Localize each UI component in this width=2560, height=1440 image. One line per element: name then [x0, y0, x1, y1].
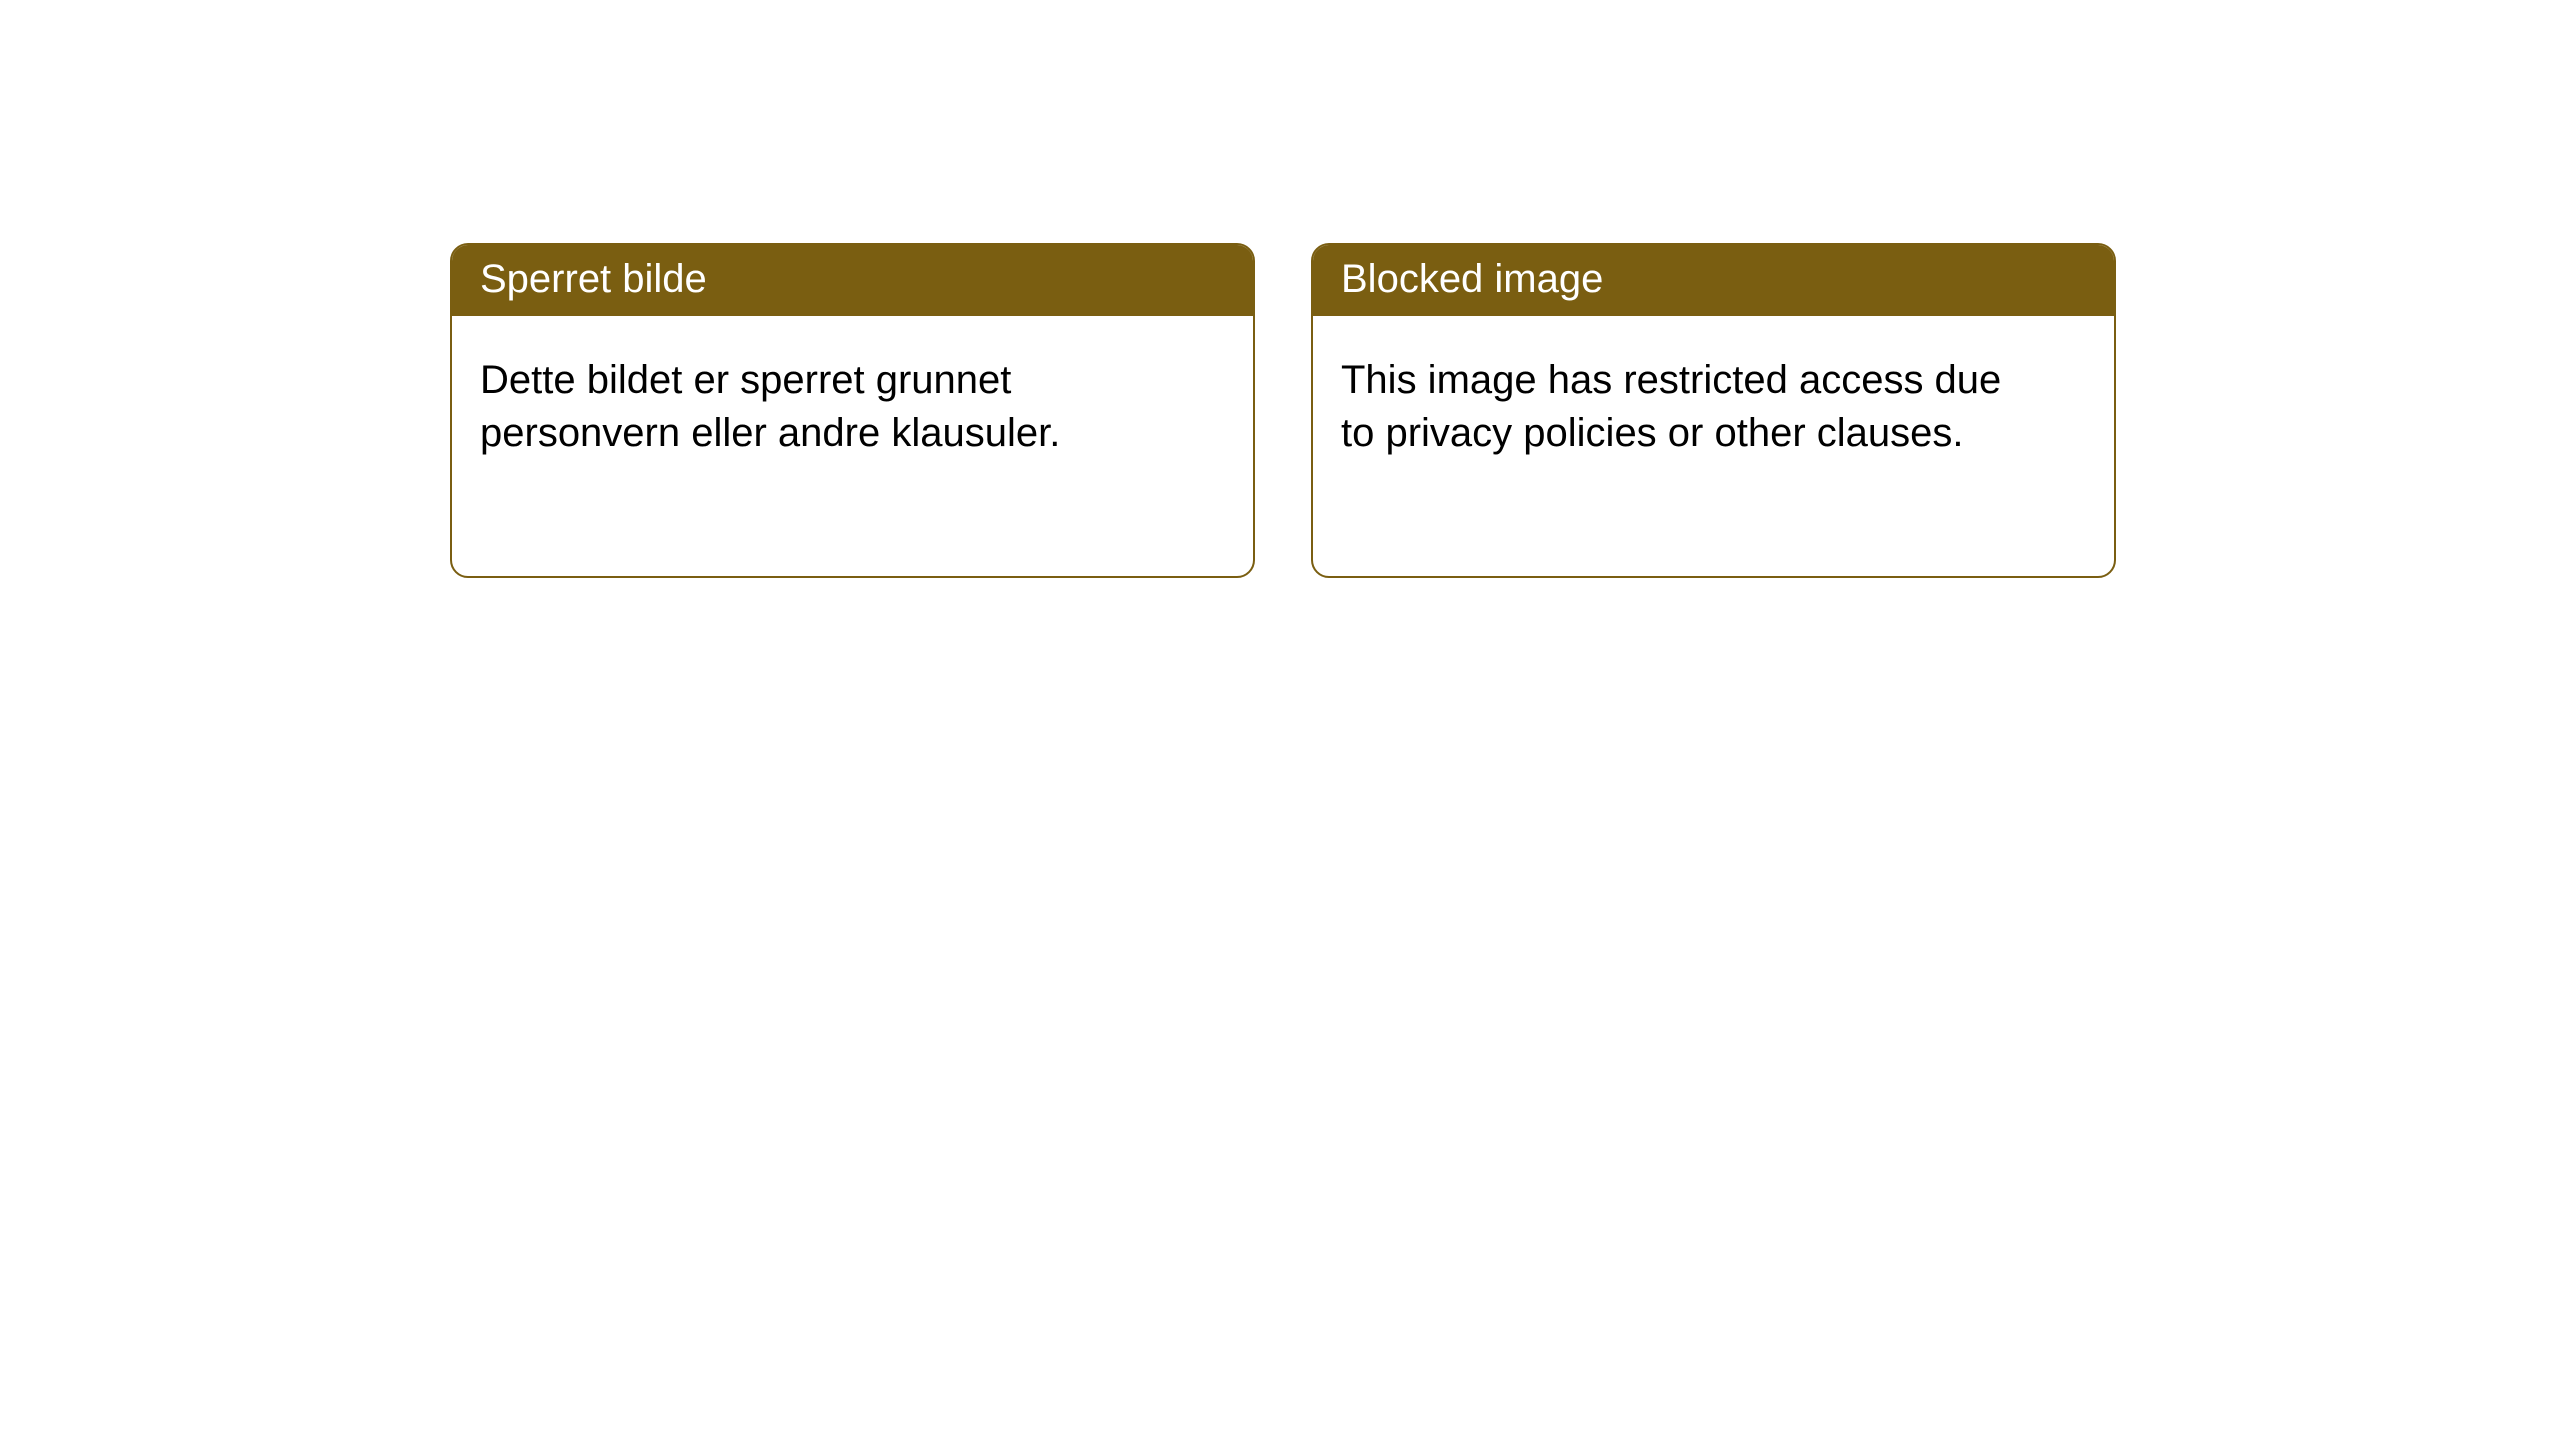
card-body-text: Dette bildet er sperret grunnet personve…	[480, 358, 1060, 455]
notice-card-norwegian: Sperret bilde Dette bildet er sperret gr…	[450, 243, 1255, 578]
notice-card-english: Blocked image This image has restricted …	[1311, 243, 2116, 578]
card-body-text: This image has restricted access due to …	[1341, 358, 2001, 455]
notice-container: Sperret bilde Dette bildet er sperret gr…	[450, 243, 2116, 578]
card-header: Blocked image	[1313, 245, 2114, 316]
card-body: Dette bildet er sperret grunnet personve…	[452, 316, 1172, 498]
card-header: Sperret bilde	[452, 245, 1253, 316]
card-header-text: Sperret bilde	[480, 257, 707, 301]
card-header-text: Blocked image	[1341, 257, 1603, 301]
card-body: This image has restricted access due to …	[1313, 316, 2033, 498]
